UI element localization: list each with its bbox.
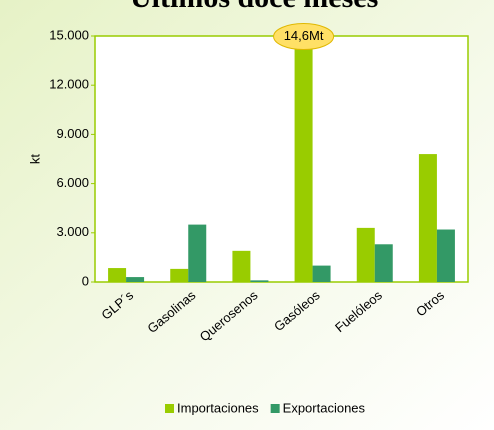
bar bbox=[312, 265, 331, 282]
y-tick-label: 0 bbox=[82, 273, 89, 288]
bar bbox=[108, 268, 127, 282]
bar bbox=[170, 268, 189, 282]
bar bbox=[250, 280, 269, 282]
bar bbox=[356, 227, 375, 282]
legend-swatch bbox=[165, 404, 174, 413]
bar bbox=[374, 244, 393, 282]
annotation-bubble bbox=[273, 23, 335, 51]
chart-title: Últimos doce meses bbox=[130, 0, 378, 14]
y-axis-label: kt bbox=[27, 154, 42, 165]
y-tick-label: 12.000 bbox=[49, 77, 89, 92]
bar bbox=[418, 154, 437, 282]
bar bbox=[188, 224, 207, 282]
value-label: 14,6Mt bbox=[284, 28, 324, 43]
y-tick-label: 15.000 bbox=[49, 27, 89, 42]
legend-swatch bbox=[270, 404, 280, 413]
plot-area bbox=[94, 35, 469, 283]
bar bbox=[436, 229, 455, 282]
y-tick-label: 6.000 bbox=[56, 175, 89, 190]
legend-label: Importaciones bbox=[177, 400, 259, 415]
legend-label: Exportaciones bbox=[283, 400, 366, 415]
bar bbox=[126, 277, 145, 282]
y-tick-label: 9.000 bbox=[56, 126, 89, 141]
bar bbox=[232, 250, 251, 282]
y-tick-label: 3.000 bbox=[56, 224, 89, 239]
bar bbox=[294, 42, 313, 283]
